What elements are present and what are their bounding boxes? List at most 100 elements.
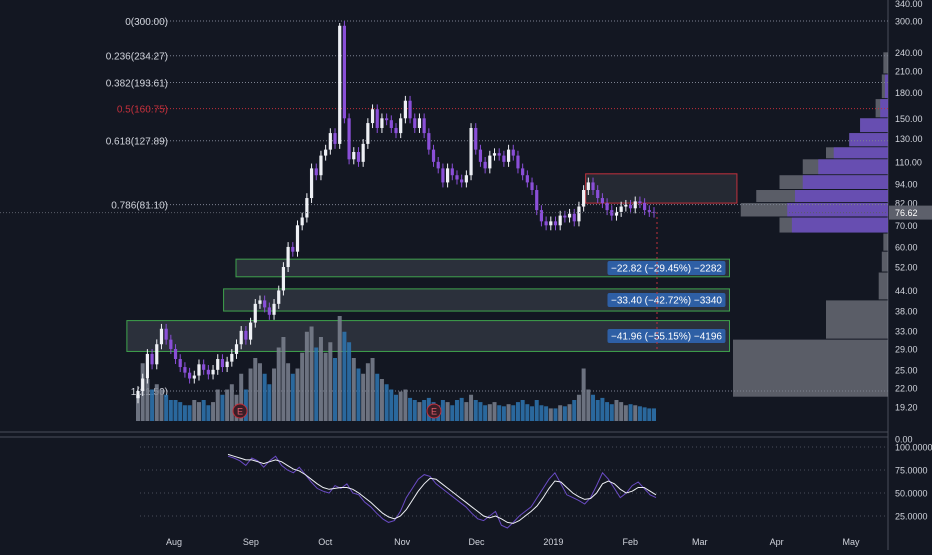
measure-box-0[interactable] [235,258,730,278]
candle-body-22 [239,330,243,345]
candle-body-104 [624,204,628,207]
volume-profile-row-12 [881,251,888,272]
candle-body-60 [417,118,422,128]
candle-body-93 [572,213,576,222]
measure-label-0[interactable]: −22.82 (−29.45%) −2282 [611,263,722,274]
candle-body-90 [558,215,562,226]
volume-profile-up-8 [795,190,888,203]
candle-body-36 [305,198,309,218]
volume-bar-42 [333,358,338,421]
volume-bar-35 [300,352,305,421]
volume-bar-8 [173,400,178,421]
measure-label-1[interactable]: −33.40 (−42.72%) −3340 [611,295,722,306]
candle-body-53 [385,118,389,121]
resistance-box[interactable] [585,173,738,204]
candle-body-89 [553,221,558,226]
volume-bar-91 [562,406,567,421]
volume-bar-81 [515,402,520,421]
measure-label-bg-0[interactable] [607,260,726,275]
measure-label-2[interactable]: −41.96 (−55.15%) −4196 [611,332,722,343]
volume-bar-40 [323,352,328,421]
candle-body-92 [567,213,572,218]
volume-bar-18 [220,394,225,421]
candle-body-72 [474,127,478,150]
volume-bar-94 [576,394,581,421]
time-tick-1: Sep [243,537,259,547]
osc-tick-1: 100.0000 [895,443,932,453]
volume-bar-9 [178,402,183,421]
measure-box-1[interactable] [223,288,730,312]
volume-bar-11 [187,405,192,421]
candle-body-14 [202,364,206,370]
candle-body-73 [478,149,483,162]
price-tick-1: 300.00 [895,17,923,27]
volume-bar-36 [304,331,309,421]
volume-profile-up-1 [884,74,888,99]
volume-profile-row-13 [878,272,888,300]
measure-label-bg-2[interactable] [607,329,726,344]
volume-bar-87 [544,406,549,421]
volume-bar-14 [201,400,206,421]
candlesticks [0,20,888,404]
candle-body-82 [521,168,525,176]
fib-label-2: 0.382(193.61) [106,78,168,89]
volume-bar-106 [633,405,638,421]
volume-bar-98 [595,400,600,421]
candle-body-98 [596,190,600,199]
candle-body-39 [319,155,323,176]
candle-body-76 [492,153,497,156]
volume-bar-77 [497,405,502,421]
earnings-marker-label-0[interactable]: E [237,407,243,417]
candle-body-30 [277,290,281,304]
earnings-marker-1[interactable] [426,403,442,419]
price-tick-12: 52.00 [895,263,918,273]
candle-body-70 [464,175,468,183]
price-tick-9: 82.00 [895,199,918,209]
price-tick-7: 110.00 [895,157,922,167]
candle-body-38 [314,168,318,176]
candle-body-69 [460,179,464,183]
volume-profile [733,52,888,397]
measure-label-bg-1[interactable] [607,292,726,307]
candle-body-17 [216,359,220,370]
time-tick-7: Mar [692,537,708,547]
candle-body-8 [173,348,178,360]
candle-body-37 [309,168,314,199]
candle-body-44 [342,25,346,119]
earnings-marker-0[interactable] [232,403,248,419]
fib-label-4: 0.618(127.89) [106,137,168,148]
candle-body-63 [431,149,436,162]
volume-bar-22 [239,373,244,421]
volume-bar-27 [262,373,267,421]
volume-bar-16 [211,402,216,421]
volume-bar-17 [215,389,220,421]
candle-body-29 [272,303,276,315]
volume-bar-74 [483,405,488,421]
candle-body-65 [441,168,445,183]
candle-body-46 [352,151,356,160]
volume-bar-4 [154,384,159,421]
volume-bar-99 [600,397,605,421]
volume-bar-61 [422,400,427,421]
candle-body-55 [394,127,398,134]
candle-body-52 [380,118,384,128]
time-tick-6: Feb [623,537,639,547]
candle-body-62 [427,133,431,150]
volume-bar-54 [389,389,394,421]
fib-retracement[interactable]: 0(300.00) 0.236(234.27) 0.382(193.61) 0.5(1… [106,17,888,398]
candle-body-11 [188,372,192,379]
measure-boxes[interactable]: −22.82 (−29.45%) −2282 −33.40 (−42.72%) −… [126,173,738,352]
price-tick-17: 25.00 [895,365,918,375]
candle-body-41 [328,133,332,150]
candle-body-61 [422,118,426,134]
osc-tick-0: 0.00 [895,435,913,445]
volume-profile-up-4 [849,133,888,147]
candle-body-68 [455,175,459,180]
osc-tick-4: 25.0000 [895,512,928,522]
volume-bar-38 [314,347,319,421]
volume-bar-59 [412,400,417,421]
earnings-marker-label-1[interactable]: E [431,407,437,417]
